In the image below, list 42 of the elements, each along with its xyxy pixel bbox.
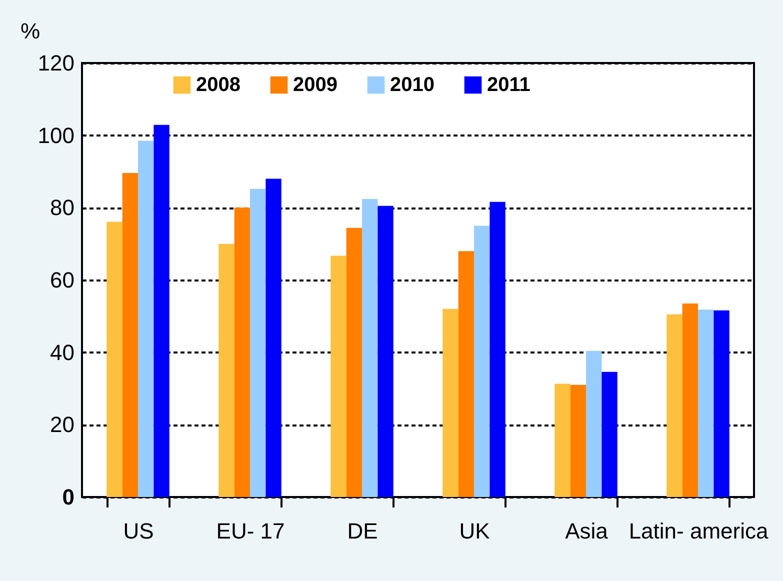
x-tick-label: Asia bbox=[565, 518, 609, 544]
bar bbox=[682, 304, 698, 497]
bar bbox=[458, 251, 474, 497]
bar bbox=[490, 202, 506, 497]
x-tick-label: US bbox=[123, 518, 154, 544]
bar bbox=[138, 140, 154, 497]
y-tick-label: 20 bbox=[50, 412, 74, 438]
bar bbox=[474, 226, 490, 497]
bar bbox=[106, 222, 122, 497]
x-tick-label: UK bbox=[459, 518, 490, 544]
bar bbox=[378, 206, 394, 497]
bar bbox=[554, 384, 570, 497]
y-tick-label: 40 bbox=[50, 340, 74, 365]
bar bbox=[666, 314, 682, 497]
y-tick-label: 120 bbox=[38, 50, 74, 76]
legend-label: 2010 bbox=[390, 74, 434, 96]
bar bbox=[570, 384, 586, 497]
bar bbox=[218, 244, 234, 497]
bar bbox=[266, 178, 282, 497]
x-tick-label: EU- 17 bbox=[216, 518, 285, 544]
legend-label: 2009 bbox=[293, 74, 338, 96]
bar bbox=[602, 372, 618, 497]
x-tick-label: Latin- america bbox=[628, 518, 769, 544]
x-tick-label: DE bbox=[347, 518, 378, 544]
bar bbox=[714, 310, 730, 497]
y-axis-title: % bbox=[20, 18, 40, 44]
bar bbox=[234, 208, 250, 497]
bar bbox=[698, 310, 714, 497]
bar bbox=[250, 188, 266, 497]
bar bbox=[586, 350, 602, 497]
bar bbox=[362, 198, 378, 497]
bar bbox=[122, 172, 138, 497]
y-tick-label: 100 bbox=[38, 122, 74, 148]
legend-label: 2011 bbox=[487, 74, 530, 96]
legend-label: 2008 bbox=[196, 74, 240, 96]
bar bbox=[154, 124, 170, 497]
bar bbox=[330, 256, 346, 497]
bar bbox=[346, 228, 362, 497]
y-tick-label: 60 bbox=[50, 268, 74, 292]
y-tick-label: 0 bbox=[62, 484, 74, 510]
bar bbox=[442, 308, 458, 497]
y-tick-label: 80 bbox=[50, 195, 74, 220]
